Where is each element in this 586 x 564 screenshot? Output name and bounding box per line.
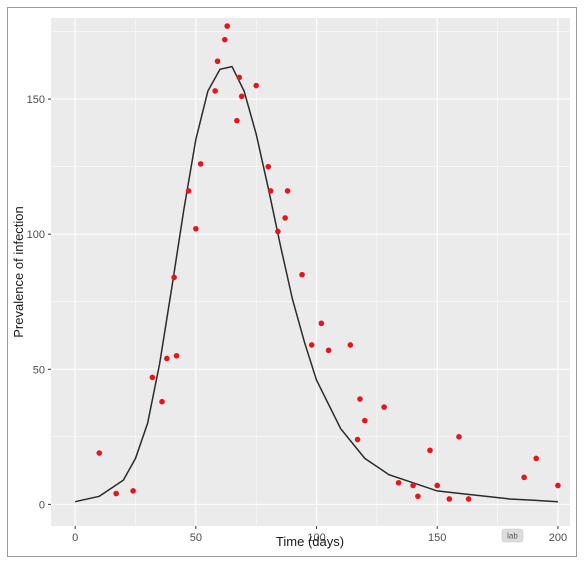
data-point [521, 474, 527, 481]
data-point [354, 436, 361, 443]
data-point [197, 161, 204, 167]
x-tick-labels: 0 50 100 150 200 [72, 526, 567, 544]
data-point [267, 188, 274, 194]
lab-badge-bg [501, 528, 524, 543]
fitted-curve [74, 65, 558, 503]
data-point [381, 404, 387, 410]
data-point [362, 417, 368, 424]
y-tick-label: 100 [27, 229, 45, 241]
y-tick-labels: 0 50 100 150 [27, 94, 51, 511]
figure-frame: 0 50 100 150 200 0 50 100 150 Time (days) Preva… [7, 7, 577, 557]
lab-badge-label: lab [507, 532, 518, 541]
data-point [173, 352, 180, 359]
data-point [159, 398, 165, 405]
data-point [185, 188, 192, 194]
y-tick-label: 150 [27, 94, 45, 106]
data-point [214, 58, 221, 65]
data-point [308, 342, 315, 348]
x-tick-label: 50 [190, 532, 202, 544]
data-point [427, 447, 433, 454]
data-point [224, 23, 231, 29]
data-point [130, 488, 136, 494]
data-point [434, 482, 441, 489]
y-axis-title: Prevalence of infection [11, 206, 26, 338]
y-tick-label: 0 [39, 499, 45, 511]
data-point [193, 225, 199, 232]
data-point [236, 74, 243, 81]
data-point [234, 117, 240, 124]
data-points [96, 23, 561, 502]
data-point [357, 396, 363, 402]
data-point [253, 82, 259, 89]
data-point [238, 93, 245, 100]
scatter-plot: 0 50 100 150 200 0 50 100 150 Time (days) Preva… [11, 18, 570, 549]
data-point [275, 228, 281, 235]
data-point [113, 490, 119, 497]
data-point [446, 496, 453, 502]
data-point [347, 342, 354, 348]
data-point [395, 479, 402, 486]
lab-badge: lab [501, 528, 524, 543]
x-tick-label: 0 [72, 532, 78, 544]
data-point [555, 482, 561, 489]
data-point [318, 320, 325, 327]
data-point [325, 347, 332, 354]
data-point [284, 188, 291, 194]
data-point [465, 496, 472, 502]
y-tick-label: 50 [33, 364, 45, 376]
data-point [149, 374, 156, 381]
data-point [212, 88, 218, 94]
major-gridlines [51, 18, 570, 526]
x-tick-label: 200 [549, 532, 567, 544]
data-point [282, 215, 288, 221]
data-point [96, 450, 103, 456]
x-tick-label: 100 [307, 532, 325, 544]
x-axis-title: Time (days) [276, 534, 344, 549]
data-point [533, 455, 540, 462]
data-point [222, 36, 228, 43]
data-point [415, 493, 421, 500]
data-point [164, 355, 170, 362]
x-tick-label: 150 [428, 532, 446, 544]
minor-gridlines [51, 18, 570, 526]
data-point [456, 434, 462, 440]
data-point [299, 271, 305, 278]
plot-panel [51, 18, 570, 526]
data-point [171, 274, 177, 281]
data-point [410, 482, 416, 489]
data-point [265, 163, 272, 170]
